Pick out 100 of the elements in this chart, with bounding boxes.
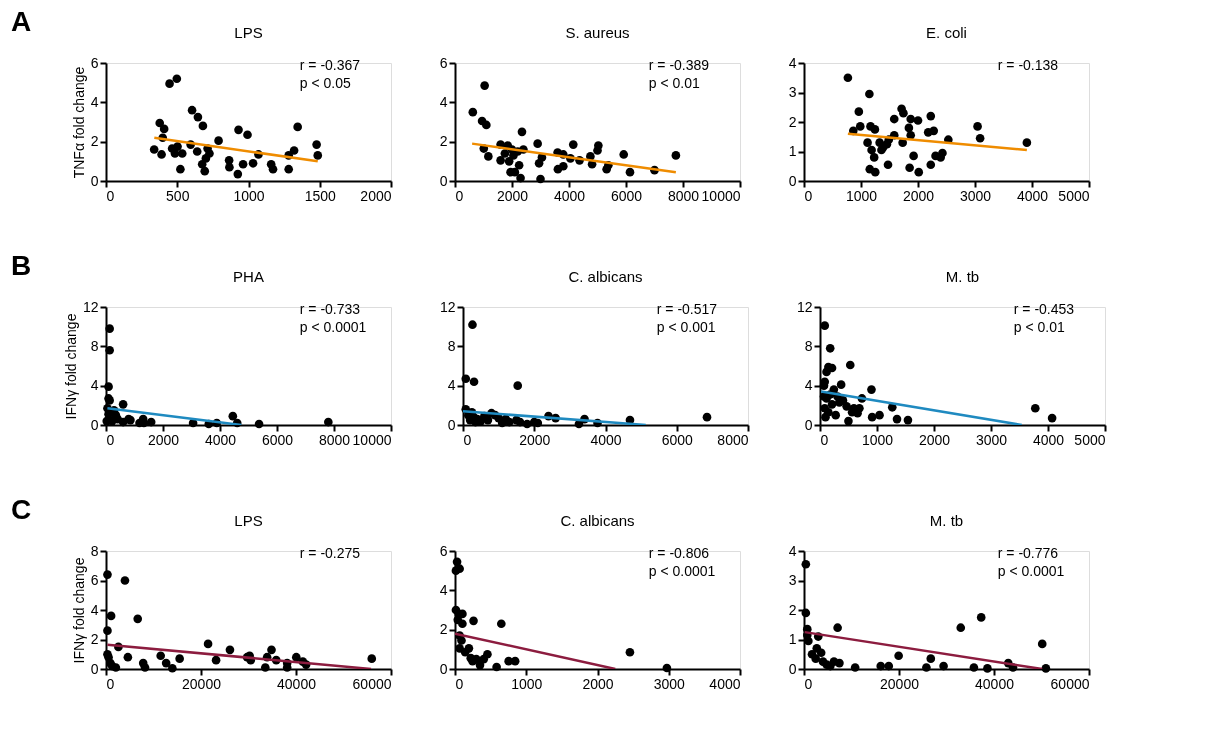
y-tick-label: 12 (439, 298, 456, 315)
x-tick-label: 5000 (1058, 187, 1090, 204)
x-tick-label: 4000 (709, 675, 741, 692)
x-tick-label: 4000 (1016, 187, 1049, 204)
annotation: p < 0.0001 (648, 563, 716, 579)
annotation: r = -0.806 (648, 545, 710, 561)
chart-title: LPS (234, 24, 263, 41)
x-tick-label: 6000 (610, 187, 643, 204)
chart-title: S. aureus (565, 24, 630, 41)
y-tick-label: 2 (90, 133, 99, 150)
y-tick-label: 2 (439, 621, 448, 638)
x-tick-label: 6000 (261, 431, 294, 448)
x-tick-label: 60000 (352, 675, 392, 692)
x-tick-label: 10000 (352, 431, 392, 448)
y-tick-label: 6 (439, 542, 448, 559)
x-tick-label: 4000 (553, 187, 586, 204)
x-tick-label: 500 (166, 187, 190, 204)
chart-title: PHA (233, 268, 264, 285)
x-tick-label: 4000 (1032, 431, 1065, 448)
annotation: r = -0.275 (299, 545, 361, 561)
x-tick-label: 60000 (1050, 675, 1090, 692)
annotation: r = -0.453 (1013, 301, 1075, 317)
y-tick-label: 4 (788, 54, 797, 71)
x-tick-label: 8000 (667, 187, 700, 204)
y-tick-label: 8 (90, 337, 99, 354)
x-tick-label: 10000 (701, 187, 741, 204)
y-tick-label: 0 (90, 416, 99, 433)
x-tick-label: 40000 (975, 675, 1015, 692)
y-tick-label: 3 (788, 84, 797, 100)
y-tick-label: 8 (90, 542, 99, 559)
y-tick-label: 2 (788, 601, 797, 618)
y-tick-label: 0 (788, 660, 797, 677)
y-tick-label: 8 (804, 337, 813, 354)
chart-title: LPS (234, 512, 263, 529)
y-tick-label: 4 (788, 542, 797, 559)
text: A (11, 6, 32, 37)
x-tick-label: 2000 (519, 431, 551, 448)
y-tick-label: 6 (90, 54, 99, 71)
x-tick-label: 0 (820, 431, 829, 448)
y-tick-label: 8 (447, 337, 456, 354)
x-tick-label: 3000 (959, 187, 992, 204)
x-tick-label: 0 (106, 187, 115, 204)
annotation: p < 0.0001 (299, 319, 367, 335)
chart-title: E. coli (926, 24, 967, 41)
x-tick-label: 3000 (653, 675, 686, 692)
y-tick-label: 4 (90, 377, 99, 394)
x-tick-label: 1500 (304, 187, 337, 204)
text: C (11, 494, 32, 525)
annotation: r = -0.367 (299, 57, 361, 73)
y-tick-label: 12 (796, 298, 813, 315)
x-tick-label: 2000 (582, 675, 614, 692)
y-tick-label: 2 (90, 631, 99, 647)
y-tick-label: 4 (439, 581, 448, 598)
y-tick-label: 0 (804, 416, 813, 433)
annotation: p < 0.0001 (997, 563, 1065, 579)
x-tick-label: 40000 (277, 675, 317, 692)
y-tick-label: 1 (788, 143, 797, 159)
y-tick-label: 6 (439, 54, 448, 71)
x-tick-label: 6000 (661, 431, 694, 448)
x-tick-label: 0 (106, 675, 115, 692)
x-tick-label: 2000 (918, 431, 951, 448)
y-axis-title: IFNγ fold change (62, 313, 79, 420)
x-tick-label: 4000 (590, 431, 622, 448)
y-tick-label: 4 (439, 93, 448, 110)
x-tick-label: 0 (106, 431, 115, 448)
y-tick-label: 4 (447, 377, 456, 394)
chart-title: C. albicans (560, 512, 635, 529)
y-tick-label: 0 (90, 660, 99, 677)
y-tick-label: 4 (90, 601, 99, 618)
x-tick-label: 1000 (845, 187, 878, 204)
chart-title: C. albicans (568, 268, 643, 285)
x-tick-label: 2000 (360, 187, 392, 204)
x-tick-label: 20000 (182, 675, 222, 692)
y-tick-label: 0 (439, 172, 448, 189)
annotation: p < 0.01 (1013, 319, 1065, 335)
y-tick-label: 2 (439, 133, 448, 150)
x-tick-label: 0 (463, 431, 472, 448)
annotation: r = -0.776 (997, 545, 1059, 561)
x-tick-label: 1000 (861, 431, 894, 448)
y-tick-label: 3 (788, 572, 797, 588)
annotation: r = -0.733 (299, 301, 361, 317)
x-tick-label: 8000 (717, 431, 749, 448)
y-tick-label: 2 (788, 113, 797, 130)
annotation: p < 0.01 (648, 75, 700, 91)
y-axis-title: IFNγ fold change (70, 557, 87, 664)
x-tick-label: 1000 (233, 187, 265, 204)
chart-title: M. tb (929, 512, 964, 529)
y-tick-label: 0 (90, 172, 99, 189)
y-tick-label: 0 (788, 172, 797, 189)
x-tick-label: 4000 (204, 431, 237, 448)
chart-title: M. tb (945, 268, 980, 285)
x-tick-label: 2000 (902, 187, 935, 204)
text: B (11, 250, 32, 281)
x-tick-label: 3000 (975, 431, 1008, 448)
annotation: r = -0.389 (648, 57, 710, 73)
x-tick-label: 2000 (147, 431, 180, 448)
annotation: p < 0.05 (299, 75, 351, 91)
y-tick-label: 1 (788, 631, 797, 647)
y-tick-label: 4 (804, 377, 813, 394)
annotation: p < 0.001 (656, 319, 716, 335)
